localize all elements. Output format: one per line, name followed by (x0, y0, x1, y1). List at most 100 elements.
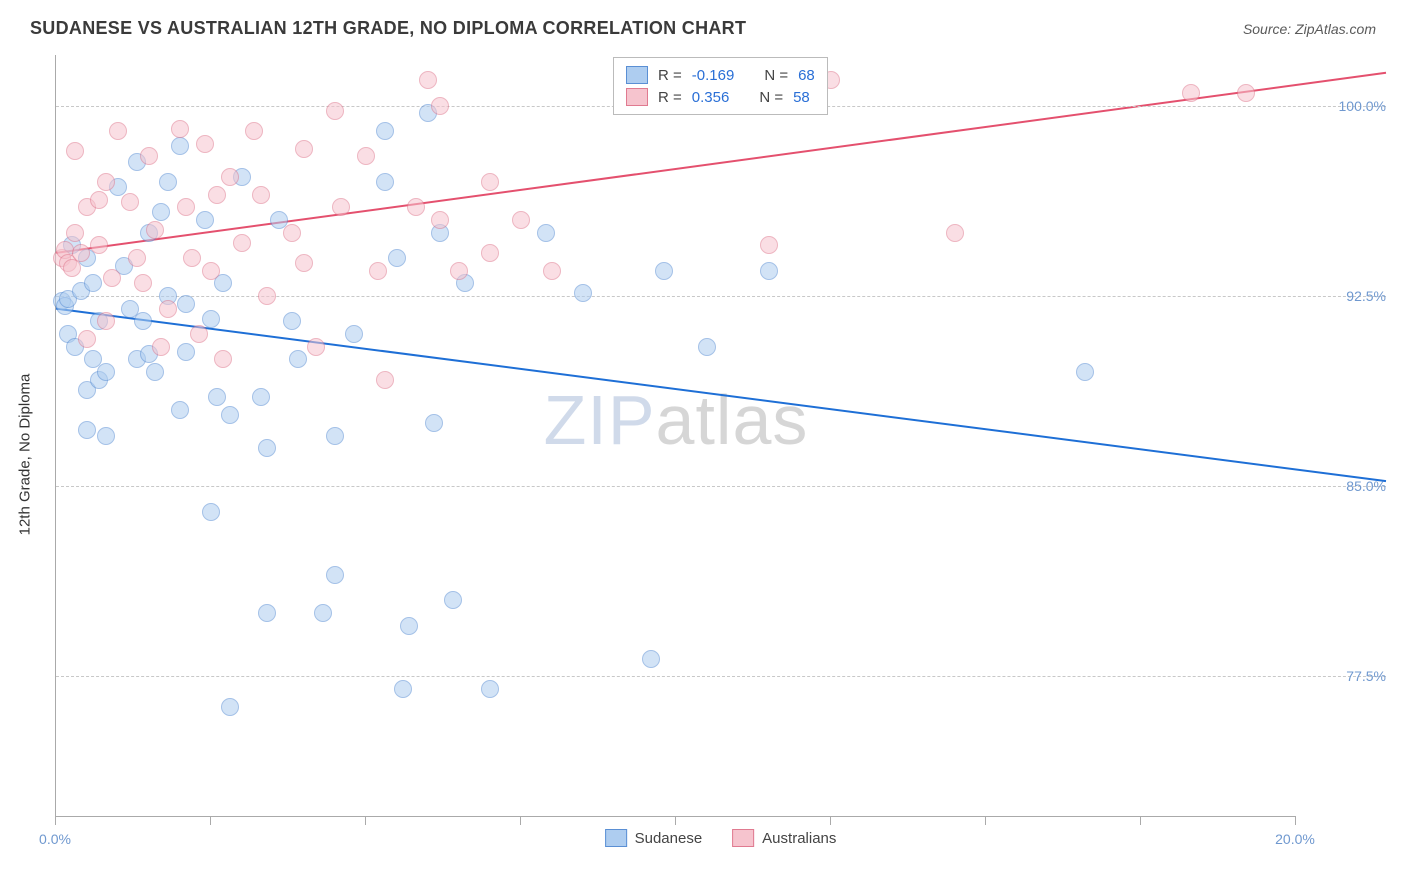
data-point (177, 295, 195, 313)
data-point (376, 371, 394, 389)
y-tick-label: 100.0% (1339, 98, 1386, 114)
legend-n-value: 58 (793, 89, 810, 106)
y-tick-label: 85.0% (1346, 478, 1386, 494)
data-point (128, 249, 146, 267)
x-tick (830, 817, 831, 825)
data-point (140, 147, 158, 165)
x-tick (1295, 817, 1296, 825)
data-point (78, 330, 96, 348)
legend-row: R = -0.169 N = 68 (626, 64, 815, 86)
legend-series: Sudanese Australians (605, 829, 837, 847)
data-point (221, 168, 239, 186)
data-point (78, 421, 96, 439)
data-point (332, 198, 350, 216)
data-point (326, 427, 344, 445)
data-point (425, 414, 443, 432)
legend-swatch (626, 66, 648, 84)
legend-swatch (626, 88, 648, 106)
legend-n-label: N = (764, 67, 788, 84)
data-point (121, 193, 139, 211)
x-tick (985, 817, 986, 825)
data-point (252, 186, 270, 204)
legend-r-label: R = (658, 67, 682, 84)
data-point (97, 312, 115, 330)
data-point (202, 262, 220, 280)
legend-row: R =0.356N =58 (626, 86, 815, 108)
data-point (146, 221, 164, 239)
plot-area: ZIPatlas (55, 55, 1296, 817)
data-point (66, 142, 84, 160)
data-point (146, 363, 164, 381)
data-point (543, 262, 561, 280)
data-point (388, 249, 406, 267)
data-point (326, 566, 344, 584)
legend-item: Australians (732, 829, 836, 847)
header: SUDANESE VS AUSTRALIAN 12TH GRADE, NO DI… (0, 0, 1406, 47)
data-point (97, 363, 115, 381)
data-point (314, 604, 332, 622)
legend-r-value: -0.169 (692, 67, 735, 84)
data-point (357, 147, 375, 165)
gridline (56, 296, 1386, 297)
data-point (72, 244, 90, 262)
data-point (400, 617, 418, 635)
data-point (481, 244, 499, 262)
data-point (97, 173, 115, 191)
x-tick (520, 817, 521, 825)
data-point (481, 173, 499, 191)
data-point (1182, 84, 1200, 102)
data-point (481, 680, 499, 698)
x-tick (365, 817, 366, 825)
data-point (152, 203, 170, 221)
data-point (171, 120, 189, 138)
data-point (450, 262, 468, 280)
data-point (283, 312, 301, 330)
data-point (183, 249, 201, 267)
chart-title: SUDANESE VS AUSTRALIAN 12TH GRADE, NO DI… (30, 18, 746, 39)
gridline (56, 676, 1386, 677)
data-point (177, 343, 195, 361)
x-tick (675, 817, 676, 825)
data-point (90, 191, 108, 209)
data-point (159, 173, 177, 191)
data-point (63, 259, 81, 277)
data-point (196, 135, 214, 153)
data-point (109, 122, 127, 140)
data-point (233, 234, 251, 252)
data-point (152, 338, 170, 356)
data-point (655, 262, 673, 280)
data-point (326, 102, 344, 120)
data-point (698, 338, 716, 356)
legend-swatch (605, 829, 627, 847)
data-point (196, 211, 214, 229)
data-point (512, 211, 530, 229)
data-point (252, 388, 270, 406)
data-point (307, 338, 325, 356)
gridline (56, 486, 1386, 487)
data-point (258, 604, 276, 622)
x-tick-label: 0.0% (39, 831, 71, 847)
y-tick-label: 77.5% (1346, 668, 1386, 684)
data-point (760, 262, 778, 280)
data-point (245, 122, 263, 140)
data-point (1076, 363, 1094, 381)
data-point (171, 401, 189, 419)
data-point (214, 350, 232, 368)
legend-label: Australians (762, 830, 836, 847)
data-point (444, 591, 462, 609)
data-point (376, 122, 394, 140)
legend-label: Sudanese (635, 830, 703, 847)
legend-n-value: 68 (798, 67, 815, 84)
data-point (190, 325, 208, 343)
data-point (345, 325, 363, 343)
data-point (202, 310, 220, 328)
y-axis-title: 12th Grade, No Diploma (17, 374, 34, 536)
data-point (289, 350, 307, 368)
data-point (90, 236, 108, 254)
data-point (1237, 84, 1255, 102)
legend-item: Sudanese (605, 829, 703, 847)
data-point (221, 698, 239, 716)
data-point (208, 388, 226, 406)
data-point (760, 236, 778, 254)
data-point (258, 287, 276, 305)
